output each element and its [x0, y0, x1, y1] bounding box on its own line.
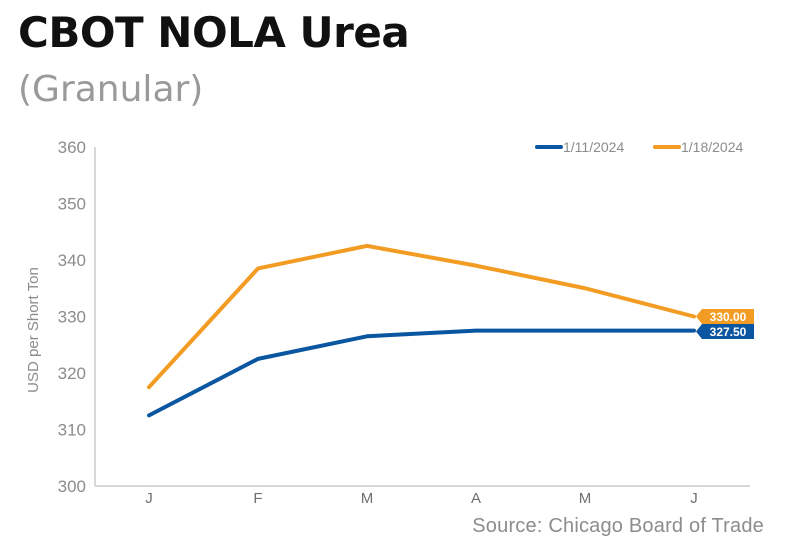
y-axis-title: USD per Short Ton: [25, 267, 42, 393]
legend: 1/11/2024 1/18/2024: [535, 139, 743, 155]
x-tick-label: M: [579, 490, 592, 507]
y-tick-label: 360: [58, 138, 86, 157]
end-label-box-1: [696, 324, 754, 339]
y-tick-label: 340: [58, 251, 86, 270]
x-tick-label: J: [690, 490, 698, 507]
legend-label-2: 1/18/2024: [681, 139, 743, 155]
x-tick-label: M: [361, 490, 374, 507]
chart-subtitle: (Granular): [18, 69, 204, 110]
y-tick-label: 310: [58, 421, 86, 440]
legend-label-1: 1/11/2024: [563, 139, 624, 155]
end-label-1: 327.50: [710, 325, 747, 339]
series-lines: [147, 243, 696, 418]
chart-axes: [94, 147, 750, 487]
y-tick-label: 330: [58, 308, 86, 327]
y-axis-ticks: 300 310 320 330 340 350 360: [58, 138, 86, 496]
end-label-2: 330.00: [710, 310, 747, 324]
end-label-box-2: [696, 309, 754, 324]
chart-title: CBOT NOLA Urea: [18, 8, 410, 57]
series-line-1: [147, 328, 696, 418]
x-tick-label: F: [253, 490, 262, 507]
x-tick-label: J: [145, 490, 153, 507]
y-tick-label: 300: [58, 477, 86, 496]
series-line-2: [147, 243, 696, 390]
y-tick-label: 320: [58, 364, 86, 383]
source-note: Source: Chicago Board of Trade: [472, 515, 764, 537]
y-tick-label: 350: [58, 195, 86, 214]
x-tick-label: A: [471, 490, 481, 507]
